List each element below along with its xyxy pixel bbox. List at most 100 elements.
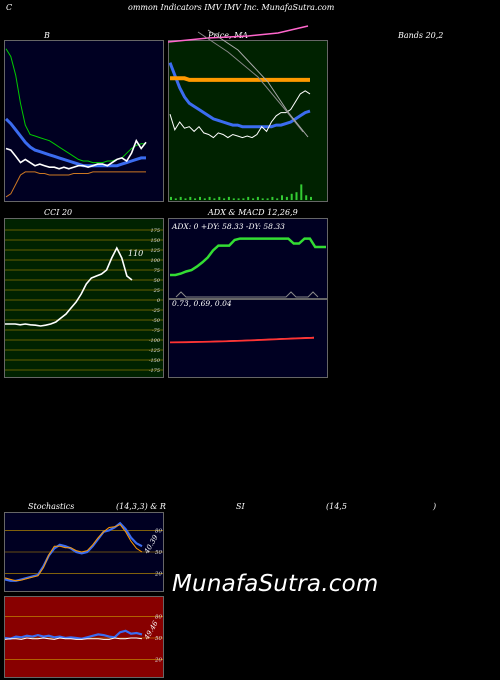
volume-bar bbox=[189, 196, 192, 200]
volume-bar bbox=[305, 195, 308, 200]
cci-tick-label: 50 bbox=[154, 278, 161, 284]
cci-tick-label: -100 bbox=[149, 338, 161, 344]
volume-bar bbox=[290, 193, 293, 200]
rsi-tick-label: 80 bbox=[155, 614, 162, 620]
cci-label: CCI 20 bbox=[44, 208, 73, 217]
volume-bar bbox=[227, 196, 230, 200]
adx-macd-panel: ADX: 0 +DY: 58.33 -DY: 58.33 0.73, 0.69,… bbox=[168, 218, 328, 378]
cci-tick-label: -75 bbox=[152, 328, 160, 334]
bands-series-middle bbox=[4, 117, 146, 168]
cci-tick-label: -25 bbox=[152, 308, 160, 314]
volume-bar bbox=[194, 198, 197, 200]
volume-bar bbox=[271, 196, 274, 200]
stochastics-series-%D bbox=[4, 523, 143, 582]
adx-line bbox=[170, 237, 326, 277]
rsi-params-close: ) bbox=[433, 502, 437, 511]
adx-values-label: ADX: 0 +DY: 58.33 -DY: 58.33 bbox=[171, 222, 285, 231]
bands-panel-bg bbox=[4, 40, 164, 202]
volume-bar bbox=[170, 196, 172, 200]
rsi-tick-label: 20 bbox=[154, 658, 162, 664]
bands-series-lower bbox=[5, 171, 146, 198]
header-c: C bbox=[6, 3, 13, 12]
stochastics-params-label: (14,3,3) & R bbox=[116, 502, 166, 511]
cci-series bbox=[5, 246, 133, 327]
volume-bar bbox=[281, 195, 283, 200]
stochastics-series-%K bbox=[4, 521, 143, 582]
volume-bar bbox=[300, 184, 303, 200]
price-overflow-grey-b bbox=[207, 29, 309, 138]
cci-tick-label: -175 bbox=[149, 368, 160, 374]
volume-bar bbox=[179, 196, 182, 200]
stochastics-tick-label: 80 bbox=[155, 528, 162, 534]
volume-bar bbox=[242, 198, 245, 200]
cci-tick-label: 125 bbox=[150, 248, 160, 254]
volume-bar bbox=[276, 198, 279, 200]
cci-tick-label: 100 bbox=[150, 258, 160, 264]
cci-tick-label: -125 bbox=[149, 348, 160, 354]
price-overflow-grey-a bbox=[197, 31, 304, 133]
volume-bar bbox=[295, 192, 298, 200]
header-title: ommon Indicators IMV IMV Inc. MunafaSutr… bbox=[128, 3, 335, 12]
rsi-series-rsi bbox=[4, 629, 143, 640]
rsi-label: SI bbox=[236, 502, 245, 511]
rsi-lines bbox=[4, 629, 143, 640]
adx-panel-bg bbox=[168, 218, 328, 299]
cci-tick-label: 25 bbox=[153, 288, 160, 294]
stochastics-label: Stochastics bbox=[28, 502, 75, 511]
price-series-ma-short bbox=[168, 62, 311, 129]
cci-tick-label: -50 bbox=[152, 318, 161, 324]
volume-bar bbox=[252, 198, 255, 200]
rsi-params-label: (14,5 bbox=[326, 502, 347, 511]
cci-line bbox=[5, 246, 133, 327]
price-overflow bbox=[168, 25, 309, 138]
stochastics-lines bbox=[4, 521, 143, 582]
volume-bar bbox=[199, 196, 201, 200]
cci-value-label: 110 bbox=[128, 249, 143, 258]
bands-panel bbox=[4, 40, 164, 202]
cci-tick-label: 0 bbox=[157, 298, 161, 304]
volume-bar bbox=[237, 198, 240, 200]
volume-bar bbox=[223, 198, 226, 200]
volume-bar bbox=[213, 198, 216, 200]
adx-series bbox=[170, 237, 326, 277]
price-ma-panel-bg bbox=[168, 40, 328, 202]
volume-bar bbox=[310, 196, 312, 200]
dmi-grey-marks bbox=[175, 291, 319, 298]
volume-bar bbox=[256, 196, 259, 200]
macd-values-label: 0.73, 0.69, 0.04 bbox=[172, 299, 232, 308]
rsi-tick-label: 50 bbox=[155, 636, 162, 642]
stochastics-tick-label: 20 bbox=[154, 572, 162, 578]
macd-series-signal bbox=[169, 336, 315, 344]
volume-bar bbox=[218, 196, 221, 200]
adx-macd-label: ADX & MACD 12,26,9 bbox=[208, 208, 298, 217]
price-ma-panel bbox=[168, 40, 328, 202]
bands-params-label: Bands 20,2 bbox=[398, 31, 444, 40]
volume-bar bbox=[266, 198, 269, 200]
macd-lines bbox=[169, 336, 315, 344]
price-overflow-pink bbox=[168, 25, 309, 43]
cci-panel-bg bbox=[4, 218, 164, 378]
bands-series-price bbox=[5, 138, 147, 170]
volume-bar bbox=[261, 198, 264, 200]
cci-tick-label: 175 bbox=[150, 228, 160, 234]
watermark: MunafaSutra.com bbox=[172, 571, 379, 597]
volume-bar bbox=[247, 196, 250, 200]
volume-bar bbox=[208, 196, 211, 200]
price-ma-label: Price, MA bbox=[208, 31, 249, 40]
stochastics-grid: 80 50 20 bbox=[5, 528, 163, 578]
volume-bar bbox=[184, 198, 187, 200]
bands-series-upper bbox=[5, 48, 146, 164]
stochastics-tick-label: 50 bbox=[155, 550, 162, 556]
bands-label: B bbox=[44, 31, 50, 40]
volume-bar bbox=[203, 198, 206, 200]
price-series-ma-orange bbox=[170, 76, 310, 82]
volume-bar bbox=[285, 196, 288, 200]
cci-panel: 175 150 125 100 75 50 25 0 -25 -50 -75 -100 -125 -150… bbox=[4, 218, 164, 378]
volume-bar bbox=[174, 198, 177, 200]
cci-tick-label: 150 bbox=[150, 238, 160, 244]
volume-bar bbox=[232, 198, 235, 200]
bands-lines bbox=[4, 48, 147, 198]
cci-tick-label: 75 bbox=[154, 268, 160, 274]
